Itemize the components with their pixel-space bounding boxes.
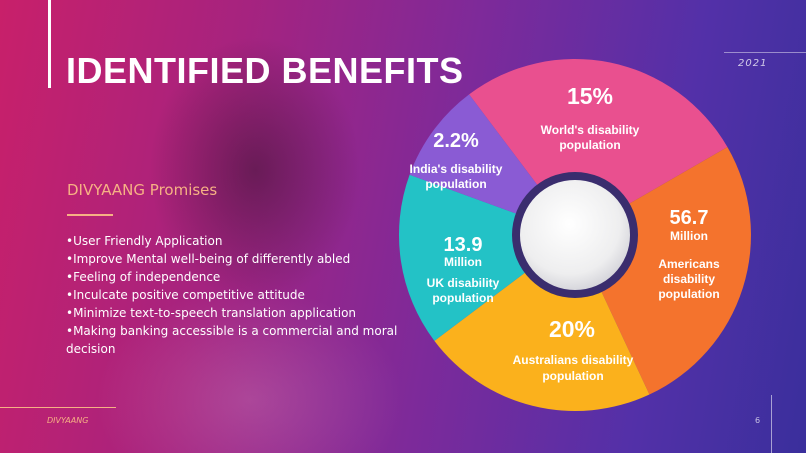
segment-value-uk: 13.9 (444, 234, 483, 256)
segment-australians (434, 235, 650, 412)
segment-world (469, 58, 728, 236)
segment-uk (398, 174, 575, 341)
segment-label-australians-line2: population (542, 369, 603, 383)
year-label: 2021 (738, 58, 768, 69)
section-subtitle: DIVYAANG Promises (67, 181, 218, 199)
segment-label-uk-line2: population (432, 291, 493, 305)
list-item: •User Friendly Application (66, 234, 223, 248)
page-number: 6 (755, 416, 761, 425)
background-photo (0, 0, 440, 453)
page-divider (771, 395, 772, 453)
subtitle-underline (67, 214, 113, 216)
segment-label-india-line1: India's disability (410, 162, 503, 176)
title-accent-bar (48, 0, 51, 88)
promises-list: •User Friendly Application •Improve Ment… (66, 232, 406, 358)
segment-label-world-line2: population (559, 138, 620, 152)
list-item: •Minimize text-to-speech translation app… (66, 306, 357, 320)
segment-label-uk-line1: UK disability (427, 276, 500, 290)
year-divider (724, 52, 806, 53)
segment-value-india: 2.2% (433, 130, 479, 152)
segment-label-world-line1: World's disability (541, 123, 640, 137)
list-item: •Improve Mental well-being of differentl… (66, 252, 351, 266)
page-title: IDENTIFIED BENEFITS (66, 50, 464, 91)
list-item: •Inculcate positive competitive attitude (66, 288, 305, 302)
segment-label-americans-line3: population (658, 287, 719, 301)
list-item: •Making banking accessible is a commerci… (66, 324, 398, 356)
segment-label-americans-line2: disability (663, 272, 715, 286)
segment-label-india-line2: population (425, 177, 486, 191)
segment-value-world: 15% (567, 83, 613, 109)
footer-brand: DIVYAANG (47, 416, 89, 425)
segment-unit-americans: Million (670, 229, 708, 243)
list-item: •Feeling of independence (66, 270, 221, 284)
segment-value-americans: 56.7 (670, 207, 709, 229)
segment-unit-uk: Million (444, 255, 482, 269)
segment-label-australians-line1: Australians disability (513, 353, 634, 367)
segment-label-americans-line1: Americans (658, 257, 720, 271)
hub-center (520, 180, 630, 290)
segment-americans (575, 147, 751, 395)
segment-value-australians: 20% (549, 316, 595, 342)
footer-divider (0, 407, 116, 408)
